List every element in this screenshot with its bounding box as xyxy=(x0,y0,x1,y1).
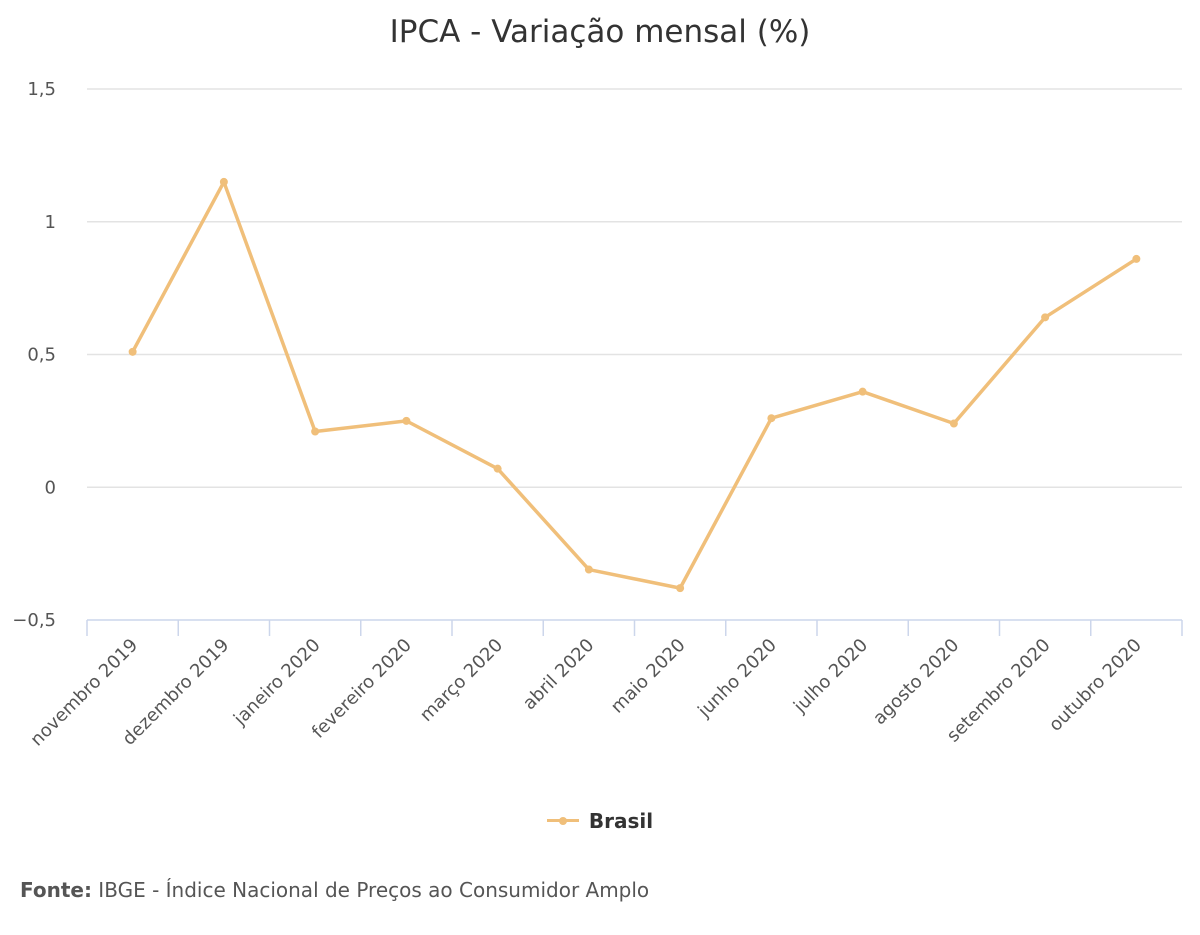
data-point[interactable] xyxy=(219,177,228,186)
x-tick-label: junho 2020 xyxy=(693,635,781,723)
data-point[interactable] xyxy=(402,416,411,425)
data-point[interactable] xyxy=(584,565,593,574)
x-tick-label: maio 2020 xyxy=(607,635,690,718)
x-tick-label: fevereiro 2020 xyxy=(308,635,416,743)
data-point[interactable] xyxy=(128,347,137,356)
data-point[interactable] xyxy=(949,419,958,428)
source-text: IBGE - Índice Nacional de Preços ao Cons… xyxy=(91,878,650,902)
data-point[interactable] xyxy=(311,427,320,436)
y-tick-label: 0,5 xyxy=(27,345,56,366)
series-brasil[interactable] xyxy=(128,177,1141,593)
legend-line-marker-icon xyxy=(546,816,579,825)
data-point[interactable] xyxy=(858,387,867,396)
x-tick-label: março 2020 xyxy=(416,635,507,726)
series-line[interactable] xyxy=(130,180,1139,590)
y-tick-label: 1 xyxy=(45,212,56,233)
source-note: Fonte: IBGE - Índice Nacional de Preços … xyxy=(20,878,649,902)
x-tick-label: outubro 2020 xyxy=(1045,635,1146,736)
x-tick-label: janeiro 2020 xyxy=(229,635,325,731)
source-label: Fonte: xyxy=(20,878,92,902)
data-point[interactable] xyxy=(493,464,502,473)
legend: Brasil xyxy=(0,808,1200,833)
data-point[interactable] xyxy=(767,414,776,423)
x-tick-label: julho 2020 xyxy=(789,635,872,718)
x-tick-label: abril 2020 xyxy=(519,635,598,714)
chart-title: IPCA - Variação mensal (%) xyxy=(389,14,811,50)
x-tick-label: agosto 2020 xyxy=(869,635,963,729)
data-point[interactable] xyxy=(1132,254,1141,263)
legend-item-brasil[interactable]: Brasil xyxy=(546,809,654,833)
y-tick-label: 0 xyxy=(45,477,56,498)
gridlines xyxy=(87,88,1182,488)
data-point[interactable] xyxy=(676,584,685,593)
y-tick-label: −0,5 xyxy=(12,610,56,631)
y-axis-labels: −0,5 0 0,5 1 1,5 xyxy=(12,79,56,631)
data-point[interactable] xyxy=(1041,313,1050,322)
y-tick-label: 1,5 xyxy=(27,79,56,100)
legend-label: Brasil xyxy=(588,809,654,833)
